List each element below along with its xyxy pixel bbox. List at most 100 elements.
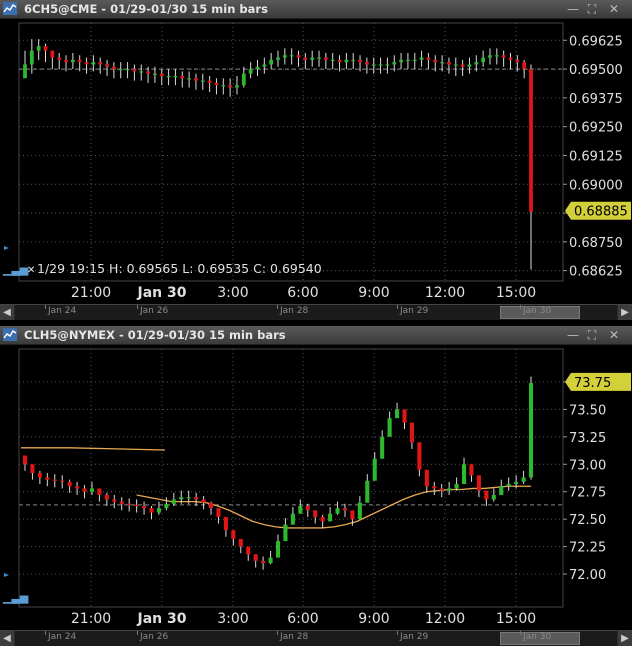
last-price-marker: 0.68885 — [565, 202, 631, 220]
candle-body — [30, 51, 34, 65]
candle-body — [194, 78, 198, 80]
candle-body — [50, 51, 54, 58]
candle-body — [420, 58, 424, 60]
candle-body — [399, 60, 403, 62]
moving-average-line — [21, 448, 165, 450]
candle-body — [261, 561, 265, 563]
scroll-track[interactable]: Jan 24 Jan 26 Jan 28 Jan 29 Jan 30 — [15, 305, 617, 320]
x-tick-label: 3:00 — [217, 285, 248, 301]
candle-body — [119, 69, 123, 70]
candle-body — [239, 539, 243, 547]
y-tick-label: 72.75 — [569, 486, 606, 501]
candle-body — [350, 510, 354, 519]
y-tick-label: 0.69250 — [569, 121, 623, 136]
x-tick-label: 12:00 — [425, 611, 465, 627]
candle-body — [82, 488, 86, 491]
candle-body — [427, 58, 431, 60]
scroll-right-icon[interactable]: ▶ — [618, 631, 632, 646]
candle-body — [351, 60, 355, 61]
candle-body — [379, 64, 383, 65]
candle-body — [477, 475, 481, 490]
price-chart-clh5[interactable]: 73.75 73.50 73.25 73.00 72.75 72.50 72.25 72.00… — [0, 345, 632, 630]
candle-body — [529, 383, 533, 477]
price-chart-6ch5[interactable]: 0.69625 0.69500 0.69375 0.69250 0.69125 0.690… — [0, 19, 632, 304]
candle-body — [53, 480, 57, 481]
candle-body — [228, 85, 232, 87]
candle-body — [90, 488, 94, 491]
candle-body — [324, 58, 328, 60]
candle-body — [187, 78, 191, 79]
y-tick-label: 0.69500 — [569, 63, 623, 78]
scroll-left-icon[interactable]: ◀ — [0, 305, 14, 320]
candle-body — [313, 510, 317, 517]
scroll-date-label: Jan 29 — [400, 306, 428, 316]
scroll-left-icon[interactable]: ◀ — [0, 631, 14, 646]
minimize-icon[interactable]: — — [565, 0, 581, 18]
candle-body — [167, 76, 171, 77]
panel-1-scrollbar[interactable]: ◀ Jan 24 Jan 26 Jan 28 Jan 29 Jan 30 ▶ — [0, 304, 632, 320]
candle-body — [474, 62, 478, 64]
candle-body — [209, 503, 213, 508]
candle-body — [514, 482, 518, 484]
candle-body — [515, 60, 519, 62]
scroll-right-icon[interactable]: ▶ — [618, 305, 632, 320]
x-tick-label: 9:00 — [358, 285, 389, 301]
candle-body — [488, 55, 492, 57]
candle-body — [440, 488, 444, 490]
y-tick-label: 73.00 — [569, 458, 606, 473]
scroll-date-label: Jan 24 — [48, 306, 76, 316]
candle-body — [365, 481, 369, 503]
scroll-track[interactable]: Jan 24 Jan 26 Jan 28 Jan 29 Jan 30 — [15, 631, 617, 646]
close-icon[interactable]: ✕ — [606, 0, 622, 18]
y-tick-label: 72.00 — [569, 568, 606, 583]
candle-body — [413, 60, 417, 61]
candle-body — [215, 83, 219, 85]
x-tick-label: 3:00 — [217, 611, 248, 627]
candle-body — [262, 64, 266, 66]
candle-body — [112, 499, 116, 501]
candle-body — [433, 60, 437, 62]
candle-body — [75, 486, 79, 488]
candle-body — [392, 62, 396, 64]
candle-body — [216, 508, 220, 517]
candle-body — [23, 64, 27, 78]
candle-body — [97, 488, 101, 495]
x-tick-label: Jan 30 — [137, 611, 187, 627]
candle-body — [469, 464, 473, 475]
close-icon[interactable]: ✕ — [606, 326, 622, 344]
maximize-icon[interactable]: ⛶ — [584, 0, 600, 18]
candle-body — [68, 482, 72, 486]
candle-body — [194, 497, 198, 499]
candle-body — [495, 55, 499, 56]
candle-body — [246, 547, 250, 555]
candle-body — [160, 74, 164, 76]
candle-body — [98, 62, 102, 64]
x-tick-label: 15:00 — [496, 285, 536, 301]
candle-body — [502, 55, 506, 57]
candle-body — [373, 459, 377, 481]
maximize-icon[interactable]: ⛶ — [584, 326, 600, 344]
moving-average-line — [137, 486, 531, 528]
scroll-date-label: Jan 24 — [48, 632, 76, 642]
y-tick-label: 0.69625 — [569, 34, 623, 49]
candle-body — [338, 60, 342, 62]
candle-body — [208, 81, 212, 83]
candle-body — [221, 85, 225, 86]
scroll-date-label: Jan 29 — [400, 632, 428, 642]
candle-body — [57, 58, 61, 60]
minimize-icon[interactable]: — — [565, 326, 581, 344]
candle-body — [254, 554, 258, 561]
candle-body — [276, 541, 280, 557]
panel-2-scrollbar[interactable]: ◀ Jan 24 Jan 26 Jan 28 Jan 29 Jan 30 ▶ — [0, 630, 632, 646]
chart-window-icon — [3, 2, 17, 15]
candle-body — [149, 508, 153, 512]
info-close-icon[interactable]: ✕ — [27, 265, 35, 276]
candle-body — [30, 464, 34, 473]
candle-body — [201, 81, 205, 82]
candle-body — [242, 74, 246, 86]
candle-body — [522, 477, 526, 481]
candle-body — [64, 60, 68, 62]
candle-body — [344, 60, 348, 62]
candle-body — [395, 409, 399, 418]
panel-2-titlebar: CLH5@NYMEX - 01/29-01/30 15 min bars — ⛶… — [0, 326, 632, 345]
